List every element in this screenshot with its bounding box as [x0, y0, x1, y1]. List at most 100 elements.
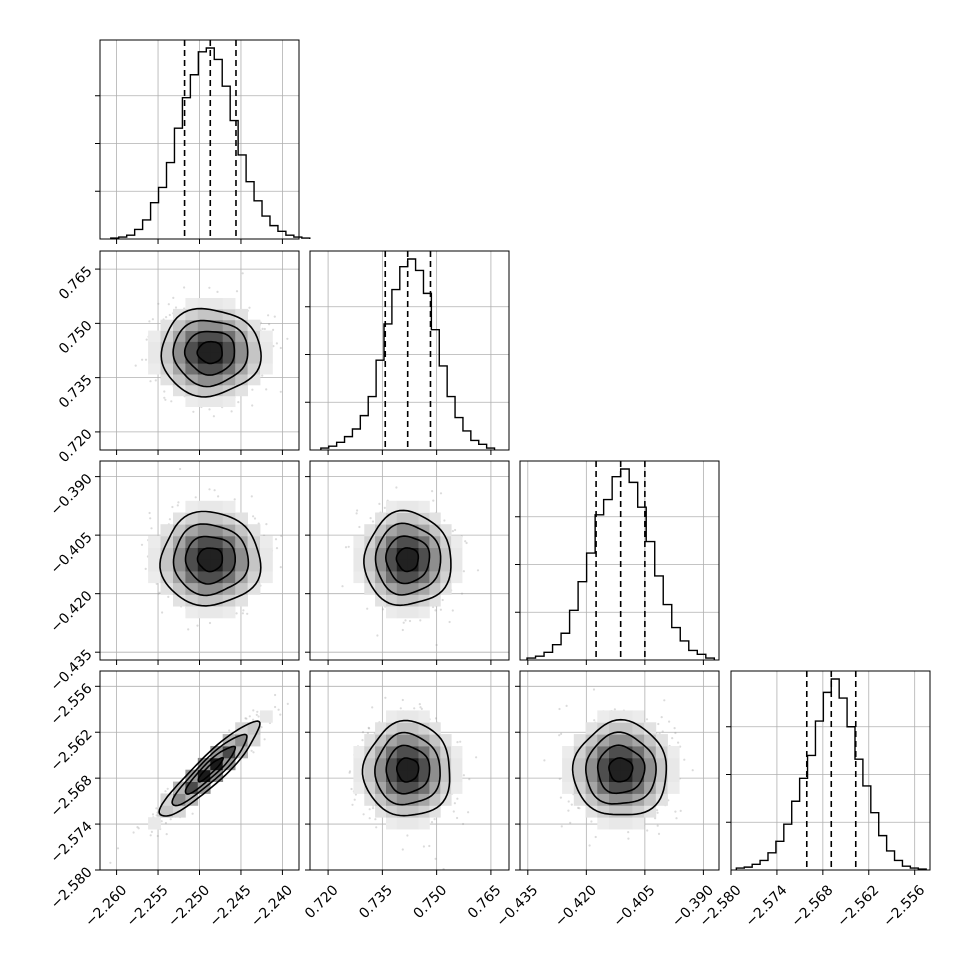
- density-cell: [353, 757, 365, 771]
- contour-2-1-1: [384, 535, 431, 585]
- scatter-point: [476, 569, 480, 572]
- density-cell: [375, 781, 387, 794]
- scatter-point: [148, 511, 151, 515]
- contour-1-0-0: [196, 340, 223, 365]
- density-cell: [197, 606, 211, 619]
- x-tick-label-0-4: −2.240: [248, 882, 296, 930]
- density-cell: [597, 757, 610, 771]
- x-tick-label-1-2: 0.750: [411, 882, 451, 922]
- scatter-point: [274, 705, 277, 709]
- x-tick-label-1-1: 0.735: [356, 882, 396, 922]
- density-cell: [440, 781, 452, 794]
- density-cell: [148, 817, 161, 830]
- corner-panels: 0.7200.7350.7500.765−0.435−0.420−0.405−0…: [48, 39, 931, 930]
- density-cell: [260, 363, 273, 375]
- scatter-point: [375, 826, 378, 829]
- density-cell: [396, 722, 409, 735]
- density-cell: [632, 805, 645, 818]
- contour-3-1-3: [361, 719, 451, 817]
- scatter-point: [646, 829, 649, 832]
- scatter-point: [279, 566, 282, 569]
- contour-2-1-3: [363, 509, 452, 607]
- scatter-point: [355, 512, 358, 515]
- scatter-point: [399, 707, 402, 710]
- scatter-point: [594, 835, 597, 839]
- scatter-point: [272, 328, 275, 331]
- scatter-point: [668, 720, 671, 723]
- density-cell: [173, 524, 186, 537]
- contour-2-1-0: [395, 547, 420, 573]
- x-tick-label-0-2: −2.250: [165, 882, 213, 930]
- scatter-point: [420, 707, 423, 711]
- density-cell: [353, 746, 365, 759]
- density-cell: [573, 769, 586, 782]
- density-cell: [407, 535, 419, 548]
- density-cell: [429, 757, 441, 771]
- density-cell: [222, 363, 236, 375]
- density-cell: [386, 571, 398, 584]
- contour-3-2-2: [584, 731, 657, 805]
- density-cell: [375, 722, 387, 735]
- scatter-point: [362, 813, 365, 816]
- density-cell: [407, 817, 419, 830]
- density-cell: [210, 352, 224, 364]
- density-cell: [353, 547, 365, 560]
- density-cell: [247, 524, 261, 537]
- density-cell: [173, 512, 186, 525]
- scatter-point: [257, 522, 260, 525]
- density-cell: [197, 512, 211, 525]
- density-cell: [375, 524, 387, 537]
- density-cell: [418, 559, 430, 572]
- density-cell: [667, 757, 680, 771]
- density-cell: [197, 582, 211, 595]
- scatter-point: [456, 797, 459, 800]
- scatter-point: [384, 696, 387, 699]
- scatter-point: [559, 796, 563, 799]
- scatter-point: [140, 543, 144, 546]
- scatter-point: [344, 546, 348, 549]
- density-cell: [185, 319, 199, 331]
- scatter-point: [683, 758, 686, 761]
- density-cell: [407, 571, 419, 584]
- scatter-point: [361, 739, 364, 742]
- scatter-point: [177, 501, 180, 504]
- density-cell: [440, 559, 452, 572]
- density-cell: [585, 734, 598, 747]
- density-cell: [407, 582, 419, 595]
- density-cell: [235, 341, 248, 353]
- density-cell: [396, 559, 409, 572]
- scatter-point: [358, 525, 361, 529]
- scatter-point: [430, 821, 434, 824]
- density-cell: [197, 352, 211, 364]
- scatter-point: [401, 628, 404, 632]
- scatter-point: [422, 845, 425, 848]
- scatter-point: [679, 809, 682, 813]
- scatter-point: [233, 498, 236, 501]
- scatter-point: [167, 595, 170, 599]
- panel-frame-3-2: [519, 670, 720, 871]
- scatter-point: [443, 519, 446, 522]
- density-cell: [197, 769, 211, 782]
- density-cell: [418, 512, 430, 525]
- contour-2-0-3: [159, 510, 262, 607]
- density-cell: [632, 781, 645, 794]
- density-cell: [247, 319, 261, 331]
- density-cell: [655, 757, 668, 771]
- density-cell: [210, 606, 224, 619]
- density-cell: [185, 582, 199, 595]
- density-cell: [247, 582, 261, 595]
- density-cell: [562, 769, 575, 782]
- scatter-point: [137, 827, 140, 830]
- density-cell: [620, 734, 633, 747]
- scatter-point: [248, 715, 251, 718]
- scatter-point: [565, 704, 568, 708]
- density-cell: [573, 746, 586, 759]
- scatter-point: [164, 398, 167, 401]
- scatter-point: [148, 320, 151, 323]
- density-cell: [386, 734, 398, 747]
- density-cell: [173, 384, 186, 397]
- x-tick-label-0-1: −2.255: [124, 882, 172, 930]
- contour-3-0-0: [197, 756, 225, 783]
- density-cell: [173, 582, 186, 595]
- scatter-point: [361, 731, 365, 734]
